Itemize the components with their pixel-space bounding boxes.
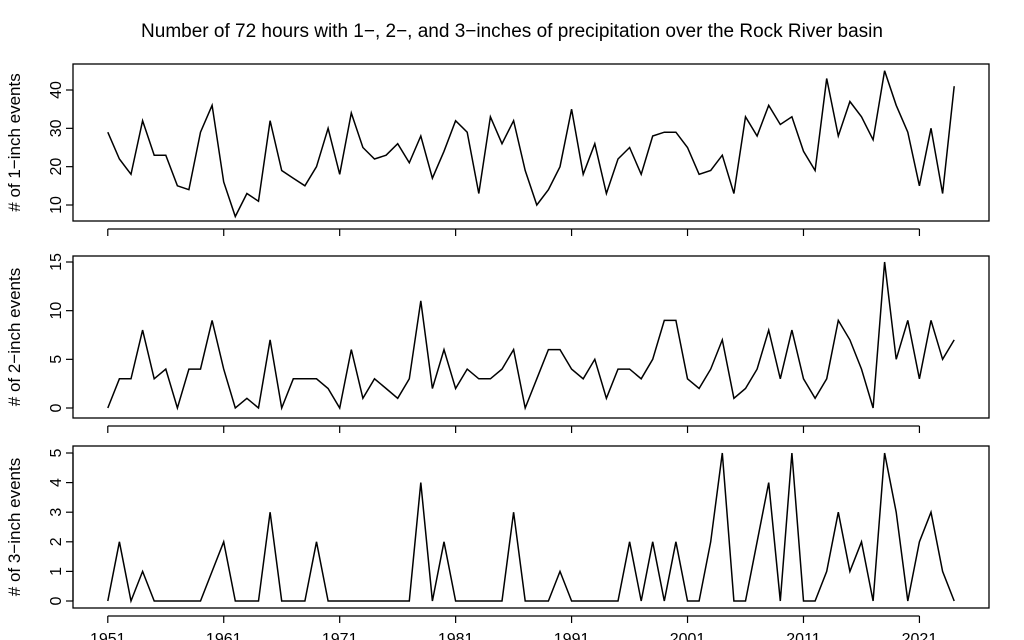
y-tick-label: 5 [48, 355, 65, 364]
y-tick-label: 1 [48, 567, 65, 576]
plot-frame [72, 63, 990, 222]
y-tick-label: 4 [48, 478, 65, 487]
y-axis-label: # of 3−inch events [5, 458, 24, 596]
series-line [107, 452, 955, 604]
y-tick-label: 0 [48, 596, 65, 605]
plot-frame [72, 445, 990, 609]
x-tick-label: 1991 [554, 631, 590, 640]
x-tick-label: 1961 [206, 631, 242, 640]
panel-3: 0 1 2 3 4 5 # of 3−inch events 1951 1961 1971 1981… [5, 445, 990, 640]
y-axis-label: # of 2−inch events [5, 268, 24, 406]
y-tick-label: 10 [48, 196, 65, 214]
x-tick-label: 1981 [438, 631, 474, 640]
y-tick-label: 15 [48, 253, 65, 271]
y-axis-label: # of 1−inch events [5, 73, 24, 211]
x-tick-label: 2001 [670, 631, 706, 640]
y-tick-label: 40 [48, 81, 65, 99]
series-line [107, 261, 955, 411]
x-tick-label: 2021 [902, 631, 938, 640]
y-tick-label: 10 [48, 302, 65, 320]
y-tick-label: 20 [48, 158, 65, 176]
x-tick-label: 1971 [322, 631, 358, 640]
series-line [107, 70, 955, 219]
x-tick-label: 2011 [786, 631, 821, 640]
y-tick-label: 5 [48, 448, 65, 457]
x-tick-label: 1951 [90, 631, 126, 640]
chart-title: Number of 72 hours with 1−, 2−, and 3−in… [141, 21, 883, 42]
y-tick-label: 2 [48, 537, 65, 546]
panel-1: 10 20 30 40 # of 1−inch events [5, 63, 990, 236]
panel-2: 0 5 10 15 # of 2−inch events [5, 253, 990, 433]
y-tick-label: 0 [48, 403, 65, 412]
y-tick-label: 30 [48, 119, 65, 137]
y-tick-label: 3 [48, 508, 65, 517]
